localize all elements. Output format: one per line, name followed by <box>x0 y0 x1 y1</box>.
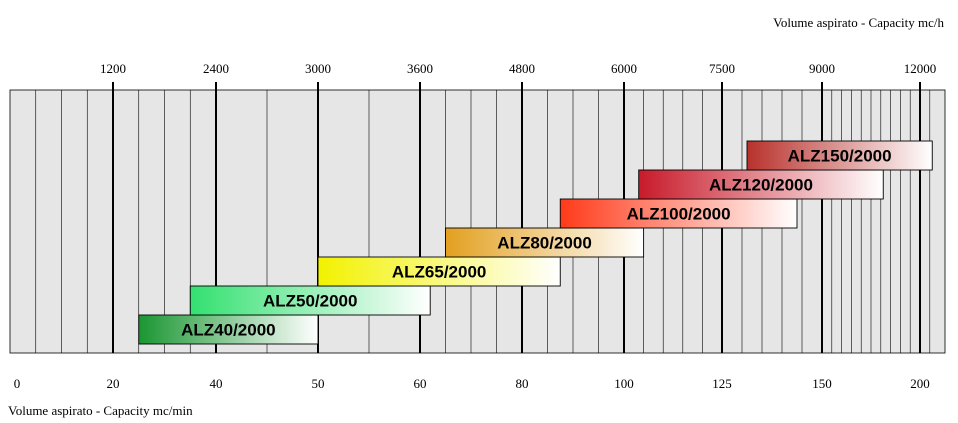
bottom-tick-label: 150 <box>812 376 832 391</box>
bar-label: ALZ150/2000 <box>788 147 892 166</box>
top-tick-label: 3000 <box>305 61 331 76</box>
bottom-tick-label: 40 <box>210 376 223 391</box>
bar-label: ALZ80/2000 <box>497 234 592 253</box>
bottom-tick-label: 60 <box>414 376 427 391</box>
capacity-bar <box>746 140 933 171</box>
bottom-tick-label: 20 <box>107 376 120 391</box>
top-tick-label: 1200 <box>100 61 126 76</box>
capacity-bar <box>317 256 561 287</box>
bottom-tick-label: 200 <box>910 376 930 391</box>
bottom-tick-label: 0 <box>14 376 21 391</box>
top-tick-label: 6000 <box>611 61 637 76</box>
plot-area <box>9 89 946 354</box>
bottom-axis-title: Volume aspirato - Capacity mc/min <box>8 403 193 418</box>
top-tick-label: 12000 <box>904 61 937 76</box>
bottom-tick-labels: 0 20 40 50 60 80 100 125 150 200 <box>14 376 930 391</box>
bottom-tick-label: 100 <box>614 376 634 391</box>
top-tick-label: 7500 <box>709 61 735 76</box>
top-tick-label: 4800 <box>509 61 535 76</box>
top-tick-label: 3600 <box>407 61 433 76</box>
bar-label: ALZ40/2000 <box>181 321 276 340</box>
top-tick-label: 9000 <box>809 61 835 76</box>
capacity-bar <box>559 198 798 229</box>
bar-label: ALZ65/2000 <box>392 263 487 282</box>
capacity-bar <box>445 227 645 258</box>
bar-label: ALZ120/2000 <box>709 176 813 195</box>
capacity-bar <box>638 169 884 200</box>
bar-label: ALZ100/2000 <box>627 205 731 224</box>
capacity-bars: ALZ40/2000 ALZ50/2000 ALZ65/2000 ALZ80/2000… <box>138 140 933 345</box>
bottom-tick-label: 80 <box>516 376 529 391</box>
top-tick-labels: 1200 2400 3000 3600 4800 6000 7500 9000 12000 <box>100 61 936 76</box>
bottom-tick-label: 50 <box>312 376 325 391</box>
bottom-tick-label: 125 <box>712 376 732 391</box>
top-tick-label: 2400 <box>203 61 229 76</box>
top-axis-title: Volume aspirato - Capacity mc/h <box>773 15 944 30</box>
capacity-bar <box>138 314 319 345</box>
capacity-bar <box>189 285 431 316</box>
bar-label: ALZ50/2000 <box>263 292 358 311</box>
